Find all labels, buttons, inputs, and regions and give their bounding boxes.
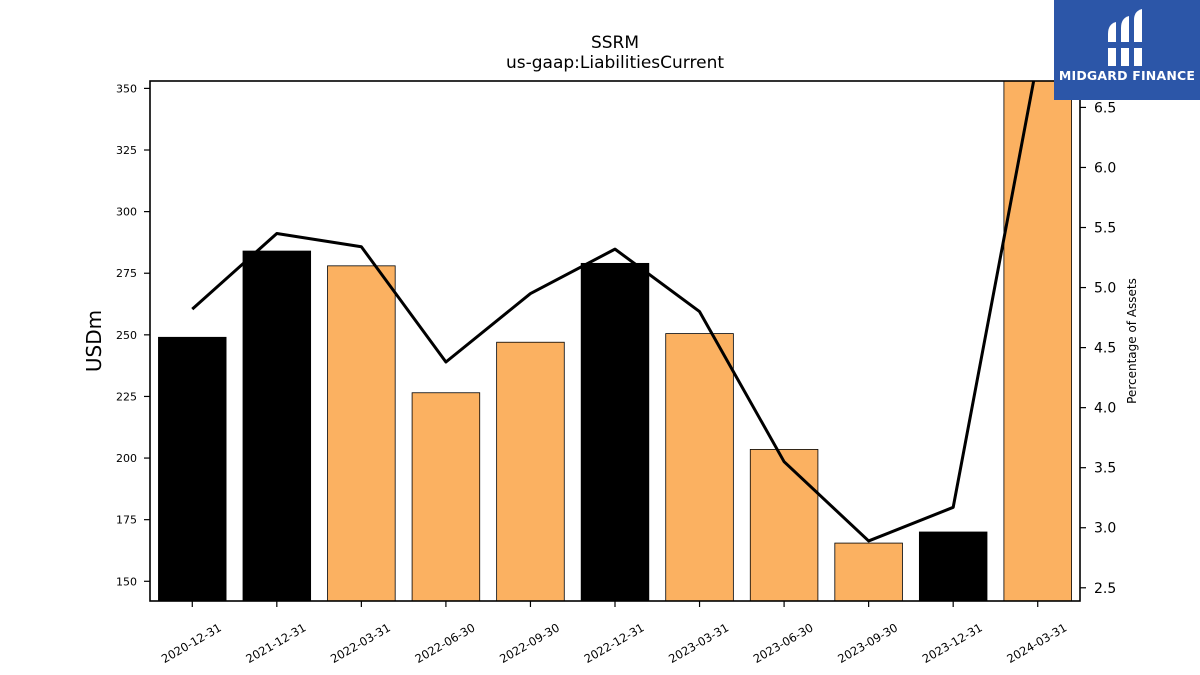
x-tick-label: 2022-03-31 xyxy=(328,620,393,666)
bar-2020-12-31 xyxy=(158,336,227,601)
y-tick-label: 200 xyxy=(116,452,137,465)
y2-tick-label: 5.0 xyxy=(1094,281,1116,297)
x-tick-label: 2022-06-30 xyxy=(413,620,478,666)
x-tick-label: 2023-06-30 xyxy=(751,620,816,666)
y2-tick-label: 2.5 xyxy=(1094,581,1116,597)
y2-tick-label: 6.0 xyxy=(1094,160,1116,176)
left-axis: 150 175 200 225 250 275 300 325 350 xyxy=(116,82,150,588)
y2-tick-label: 5.5 xyxy=(1094,221,1116,237)
bar-group xyxy=(158,81,1072,601)
y2-tick-label: 4.0 xyxy=(1094,401,1116,417)
x-tick-label: 2022-09-30 xyxy=(497,620,562,666)
brand-logo: MIDGARD FINANCE xyxy=(1054,0,1200,100)
brand-name: MIDGARD FINANCE xyxy=(1058,68,1196,83)
y-tick-label: 250 xyxy=(116,329,137,342)
bar-2023-06-30 xyxy=(749,449,819,601)
right-axis: 2.5 3.0 3.5 4.0 4.5 5.0 5.5 6.0 6.5 xyxy=(1080,100,1116,597)
bar-2021-12-31 xyxy=(242,250,312,601)
y-tick-label: 300 xyxy=(116,206,137,219)
x-tick-label: 2024-03-31 xyxy=(1004,620,1069,666)
y2-tick-label: 6.5 xyxy=(1094,100,1116,116)
x-tick-label: 2021-12-31 xyxy=(243,620,308,666)
bar-2023-12-31 xyxy=(918,531,988,601)
y-tick-label: 275 xyxy=(116,267,137,280)
y-tick-label: 350 xyxy=(116,82,137,95)
x-axis: 2020-12-31 2021-12-31 2022-03-31 2022-06-30… xyxy=(159,601,1069,666)
y-tick-label: 325 xyxy=(116,144,137,157)
y-tick-label: 150 xyxy=(116,575,137,588)
x-tick-label: 2020-12-31 xyxy=(159,620,224,666)
bar-2022-12-31 xyxy=(580,262,650,601)
bar-2022-06-30 xyxy=(411,392,481,601)
bar-2022-09-30 xyxy=(496,341,565,601)
chart-title: SSRM xyxy=(591,33,639,53)
x-tick-label: 2023-12-31 xyxy=(920,620,985,666)
y-tick-label: 175 xyxy=(116,514,137,527)
y-tick-label: 225 xyxy=(116,390,137,403)
bar-2022-03-31 xyxy=(327,265,396,601)
y2-axis-label: Percentage of Assets xyxy=(1125,278,1139,404)
x-tick-label: 2023-09-30 xyxy=(835,620,900,666)
line-group xyxy=(191,81,1036,543)
bar-2024-03-31 xyxy=(1003,81,1072,601)
x-tick-label: 2023-03-31 xyxy=(666,620,731,666)
bar-2023-09-30 xyxy=(834,542,903,601)
bar-2023-03-31 xyxy=(665,333,734,601)
x-tick-label: 2022-12-31 xyxy=(582,620,647,666)
percentage-line xyxy=(191,81,1036,543)
chart-subtitle: us-gaap:LiabilitiesCurrent xyxy=(506,53,724,73)
y2-tick-label: 3.5 xyxy=(1094,461,1116,477)
y-axis-label: USDm xyxy=(82,310,106,372)
y2-tick-label: 3.0 xyxy=(1094,521,1116,537)
y2-tick-label: 4.5 xyxy=(1094,341,1116,357)
logo-mark-icon xyxy=(1106,9,1146,66)
